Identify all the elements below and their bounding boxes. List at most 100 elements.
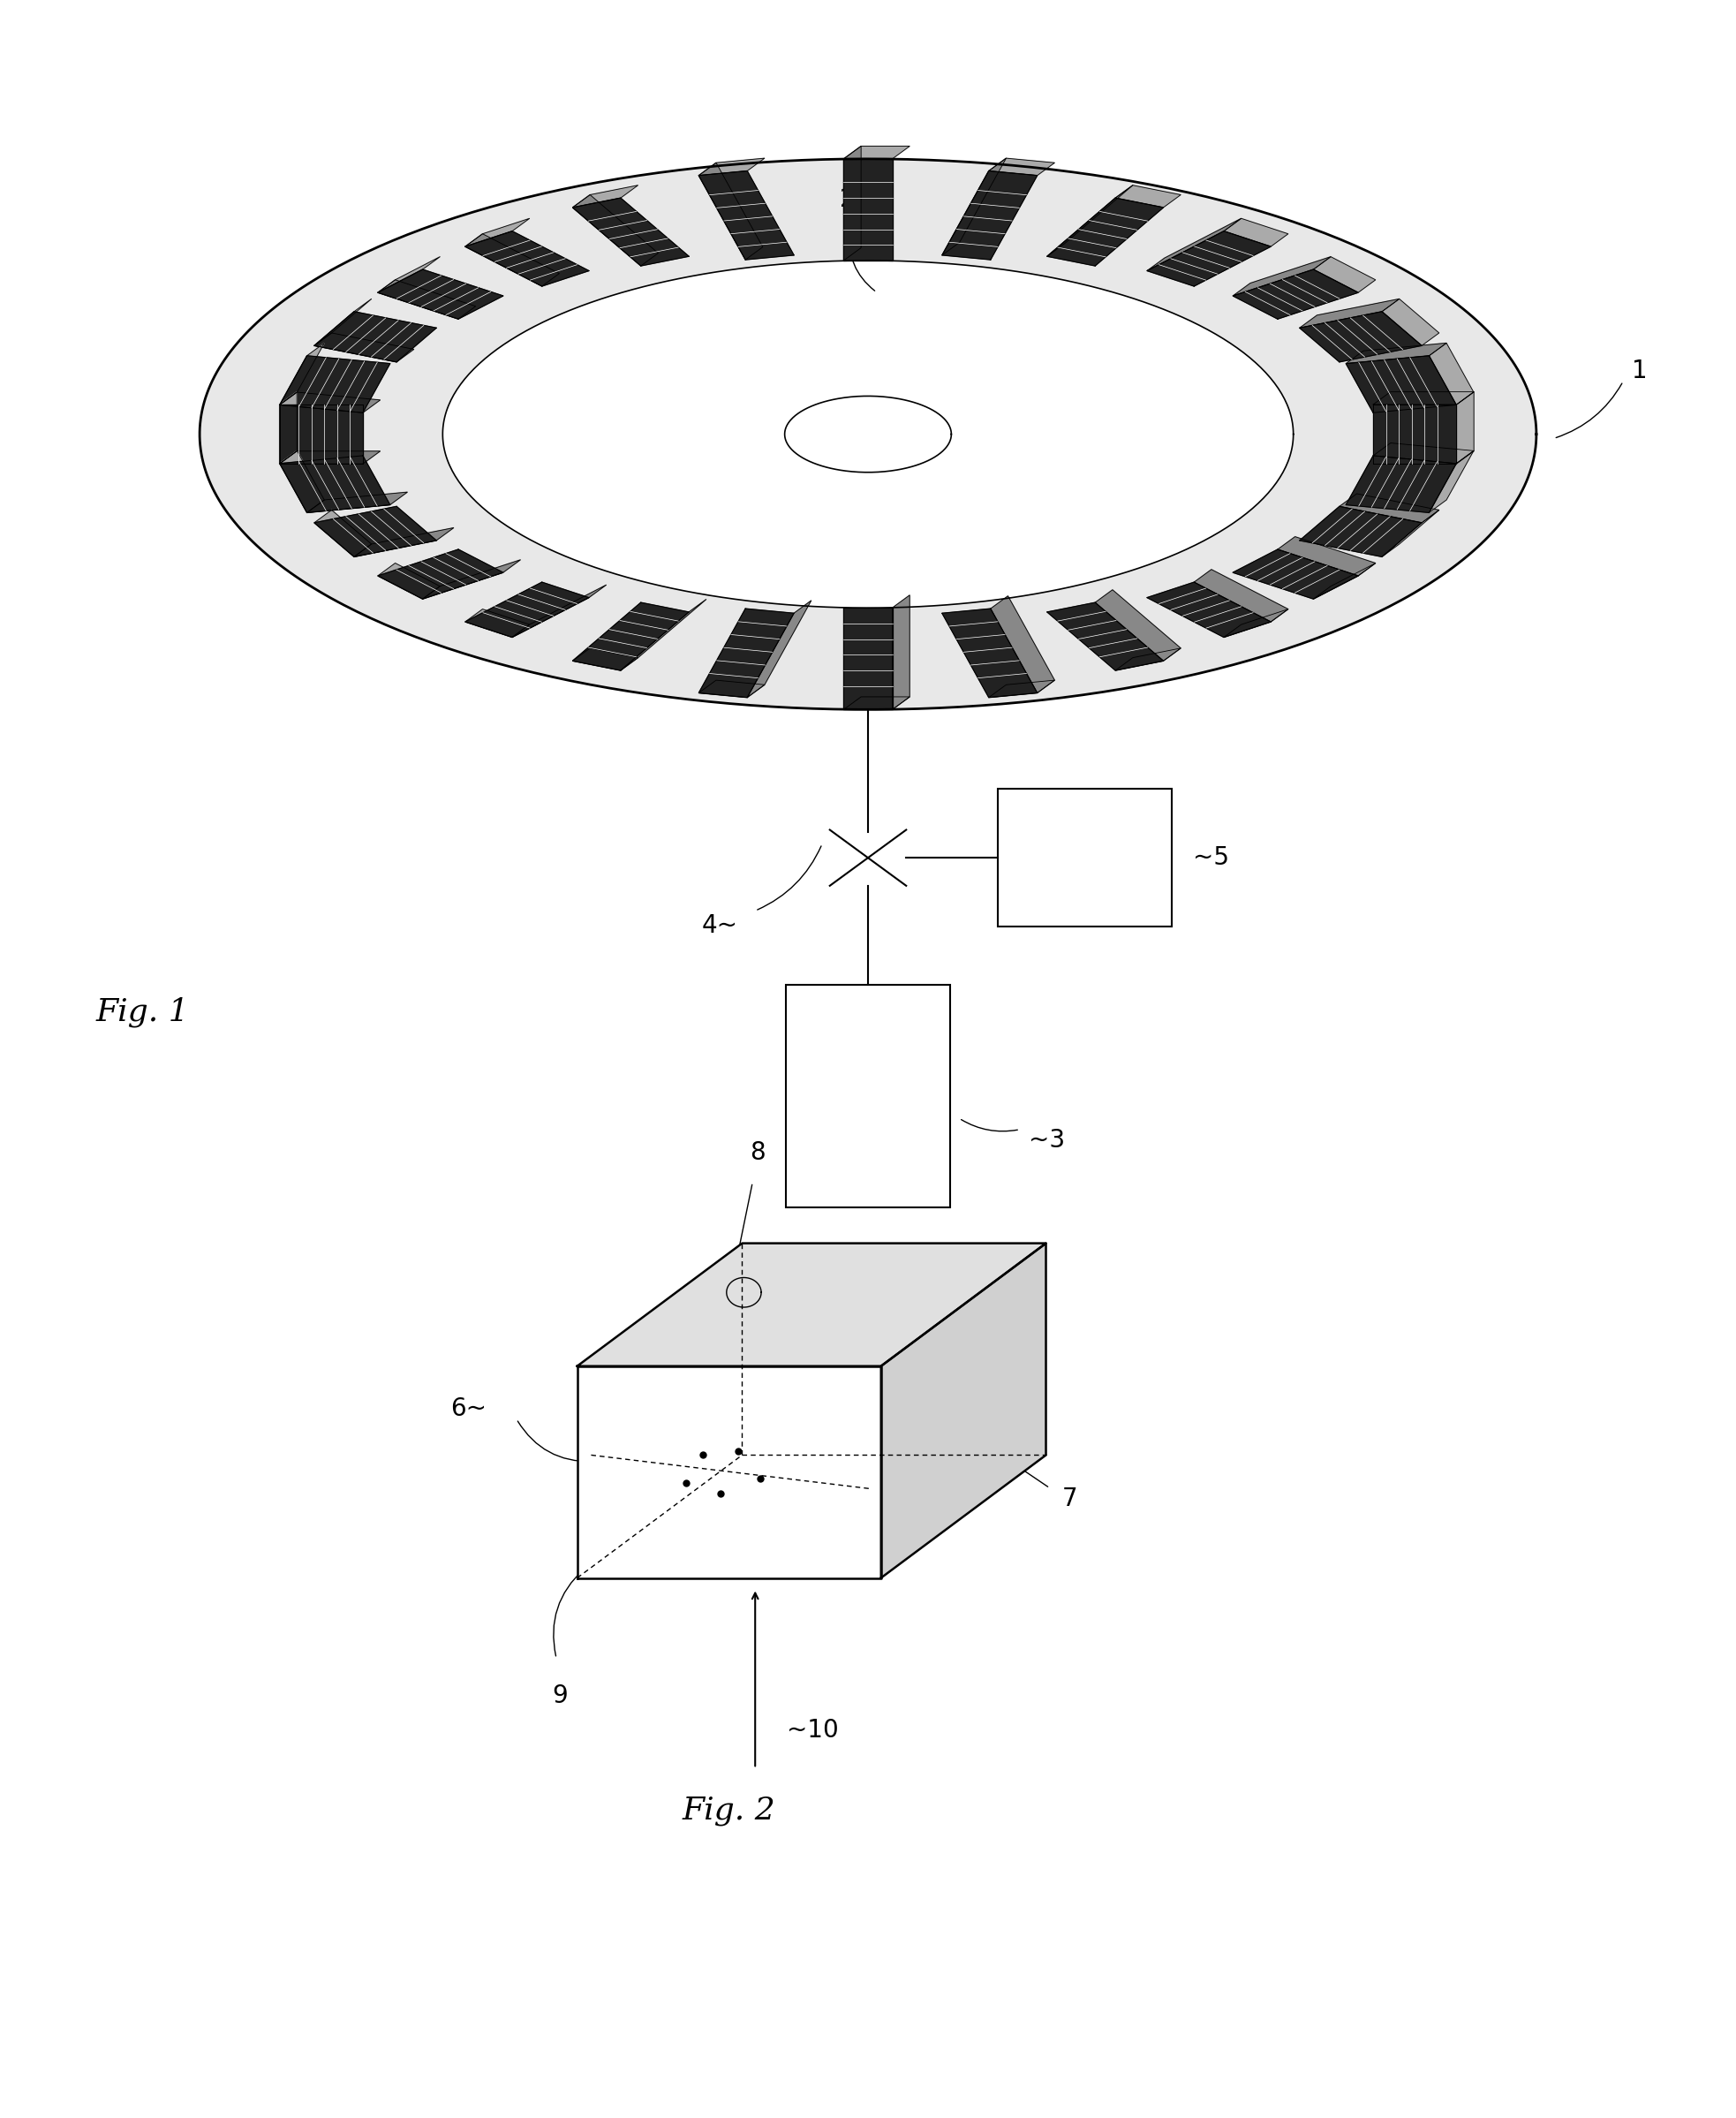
- Polygon shape: [700, 172, 793, 261]
- Ellipse shape: [200, 159, 1536, 710]
- Text: ~3: ~3: [1028, 1129, 1064, 1152]
- Text: 1: 1: [1632, 358, 1647, 383]
- Polygon shape: [844, 697, 910, 710]
- Polygon shape: [943, 172, 1036, 261]
- Polygon shape: [465, 218, 529, 246]
- Polygon shape: [1373, 405, 1457, 464]
- Polygon shape: [573, 184, 637, 208]
- Polygon shape: [465, 233, 559, 286]
- Polygon shape: [1429, 451, 1474, 513]
- Polygon shape: [279, 451, 325, 513]
- Polygon shape: [573, 602, 689, 671]
- Polygon shape: [1300, 311, 1422, 362]
- Polygon shape: [378, 563, 439, 599]
- Text: 8: 8: [750, 1142, 766, 1165]
- Polygon shape: [1047, 602, 1163, 671]
- Polygon shape: [620, 599, 707, 671]
- Polygon shape: [314, 299, 372, 345]
- Polygon shape: [378, 549, 503, 599]
- Polygon shape: [465, 582, 589, 638]
- Text: ~5: ~5: [1193, 845, 1229, 870]
- Text: 4~: 4~: [701, 913, 738, 938]
- Polygon shape: [1457, 392, 1474, 464]
- Polygon shape: [1314, 256, 1375, 292]
- Polygon shape: [1194, 570, 1288, 623]
- Polygon shape: [844, 146, 910, 159]
- Polygon shape: [1233, 269, 1358, 320]
- Polygon shape: [1224, 218, 1288, 246]
- Polygon shape: [1373, 443, 1474, 464]
- Polygon shape: [576, 1366, 880, 1578]
- Polygon shape: [465, 610, 529, 638]
- Polygon shape: [1047, 184, 1134, 256]
- Polygon shape: [512, 585, 606, 638]
- Polygon shape: [465, 231, 589, 286]
- Polygon shape: [880, 1243, 1045, 1578]
- Polygon shape: [279, 455, 391, 513]
- Polygon shape: [943, 608, 1036, 697]
- Text: Fig. 1: Fig. 1: [95, 998, 189, 1027]
- Polygon shape: [990, 680, 1054, 697]
- Polygon shape: [1147, 582, 1271, 638]
- Polygon shape: [314, 333, 413, 362]
- Polygon shape: [279, 356, 391, 413]
- Polygon shape: [844, 608, 892, 710]
- Polygon shape: [1047, 197, 1163, 267]
- Polygon shape: [1345, 455, 1457, 513]
- Polygon shape: [1224, 610, 1288, 638]
- Polygon shape: [1233, 256, 1332, 297]
- Polygon shape: [573, 197, 689, 267]
- Polygon shape: [1116, 184, 1180, 208]
- Polygon shape: [422, 559, 521, 599]
- Polygon shape: [1345, 356, 1457, 413]
- Polygon shape: [746, 602, 811, 697]
- Polygon shape: [1373, 392, 1474, 405]
- Ellipse shape: [443, 261, 1293, 608]
- Text: Fig. 2: Fig. 2: [682, 1796, 776, 1826]
- Polygon shape: [1382, 510, 1439, 557]
- Polygon shape: [573, 195, 658, 267]
- Polygon shape: [844, 159, 892, 261]
- Polygon shape: [991, 595, 1054, 693]
- Bar: [785, 985, 951, 1207]
- Polygon shape: [576, 1243, 1045, 1366]
- Polygon shape: [378, 256, 439, 292]
- Polygon shape: [1233, 549, 1358, 599]
- Polygon shape: [892, 595, 910, 710]
- Polygon shape: [307, 491, 408, 513]
- Polygon shape: [700, 163, 762, 261]
- Polygon shape: [1300, 299, 1399, 328]
- Polygon shape: [279, 451, 380, 464]
- Text: 6~: 6~: [451, 1396, 486, 1421]
- Polygon shape: [279, 392, 380, 413]
- Polygon shape: [314, 311, 436, 362]
- Polygon shape: [573, 648, 637, 671]
- Polygon shape: [700, 159, 764, 176]
- Polygon shape: [378, 269, 503, 320]
- Text: 2: 2: [840, 186, 854, 212]
- Polygon shape: [700, 608, 793, 697]
- Polygon shape: [279, 392, 297, 464]
- Polygon shape: [1340, 493, 1439, 523]
- Polygon shape: [844, 146, 861, 261]
- Polygon shape: [1147, 231, 1271, 286]
- Text: 7: 7: [1062, 1487, 1078, 1510]
- Text: 9: 9: [552, 1684, 568, 1709]
- Polygon shape: [378, 280, 476, 320]
- Polygon shape: [990, 159, 1054, 176]
- Text: ~10: ~10: [786, 1718, 838, 1743]
- Polygon shape: [354, 527, 453, 557]
- Polygon shape: [943, 159, 1007, 254]
- Polygon shape: [279, 405, 363, 464]
- Polygon shape: [1300, 506, 1422, 557]
- Polygon shape: [1345, 343, 1446, 364]
- Polygon shape: [1429, 343, 1474, 405]
- Polygon shape: [1314, 563, 1375, 599]
- Polygon shape: [314, 510, 372, 557]
- Polygon shape: [1147, 218, 1241, 271]
- Bar: [998, 790, 1172, 928]
- Polygon shape: [700, 680, 764, 697]
- Polygon shape: [1278, 536, 1375, 576]
- Polygon shape: [1382, 299, 1439, 345]
- Polygon shape: [314, 506, 436, 557]
